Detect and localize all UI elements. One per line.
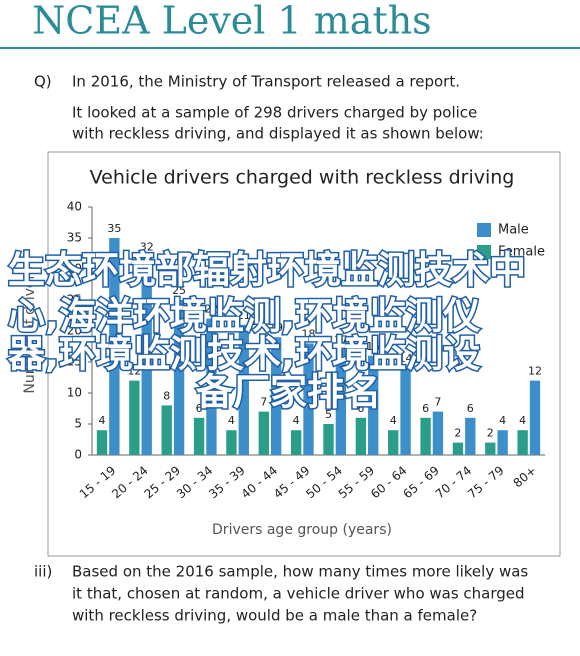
value-label: 14 bbox=[399, 352, 413, 365]
value-label: 17 bbox=[334, 334, 348, 347]
bar bbox=[141, 256, 152, 455]
value-label: 16 bbox=[366, 340, 380, 353]
question-line: with reckless driving, and displayed it … bbox=[72, 125, 484, 143]
bar bbox=[193, 417, 205, 455]
overlay-line: 生态环境部辐射环境监测技术中 bbox=[8, 249, 526, 292]
value-label: 32 bbox=[140, 241, 154, 254]
y-tick-label: 35 bbox=[67, 231, 82, 245]
question-label: Q) bbox=[34, 73, 52, 91]
value-label: 8 bbox=[163, 389, 170, 402]
value-label: 4 bbox=[499, 414, 506, 427]
question-line: with reckless driving, would be a male t… bbox=[72, 607, 477, 625]
question-label: iii) bbox=[34, 563, 52, 581]
y-tick-label: 0 bbox=[74, 448, 82, 462]
overlay: 生态环境部辐射环境监测技术中 心,海洋环境监测,环境监测仪 器,环境监测技术,环… bbox=[7, 247, 528, 415]
bar bbox=[238, 324, 249, 455]
y-tick-label: 10 bbox=[67, 386, 82, 400]
bar bbox=[129, 380, 140, 455]
bar bbox=[529, 380, 541, 455]
value-label: 22 bbox=[204, 303, 218, 316]
value-label: 18 bbox=[301, 327, 315, 340]
value-label: 6 bbox=[422, 402, 429, 415]
value-label: 7 bbox=[434, 396, 441, 409]
overlay-line: 备厂家排名 bbox=[196, 371, 381, 414]
question-line: it that, chosen at random, a vehicle dri… bbox=[72, 585, 525, 603]
chart-title: Vehicle drivers charged with reckless dr… bbox=[90, 167, 515, 189]
value-label: 4 bbox=[390, 414, 397, 427]
value-label: 12 bbox=[528, 365, 542, 378]
y-axis-label: Number of drivers bbox=[22, 266, 38, 393]
bar bbox=[355, 417, 367, 455]
bar bbox=[290, 430, 302, 455]
x-tick-label: 75 - 79 bbox=[465, 463, 507, 501]
value-label: 4 bbox=[293, 414, 300, 427]
overlay-line: 心,海洋环境监测,环境监测仪 bbox=[8, 295, 480, 338]
bar bbox=[517, 430, 528, 455]
legend-label: Female bbox=[498, 245, 545, 260]
value-label: 7 bbox=[260, 396, 267, 409]
value-label: 4 bbox=[228, 414, 235, 427]
value-label: 2 bbox=[454, 427, 461, 440]
legend-swatch bbox=[477, 245, 491, 259]
bar bbox=[335, 349, 347, 455]
bar bbox=[109, 238, 120, 455]
bar bbox=[96, 430, 108, 455]
question-line: Based on the 2016 sample, how many times… bbox=[72, 563, 528, 581]
value-label: 2 bbox=[487, 427, 494, 440]
bar bbox=[497, 430, 508, 455]
bar bbox=[206, 318, 217, 455]
bar bbox=[323, 424, 334, 455]
question-line: It looked at a sample of 298 drivers cha… bbox=[72, 104, 477, 122]
y-tick-label: 40 bbox=[67, 200, 82, 214]
bar bbox=[270, 337, 282, 455]
bar bbox=[465, 417, 476, 455]
bar bbox=[258, 411, 269, 455]
value-label: 19 bbox=[269, 321, 283, 334]
bar bbox=[226, 430, 237, 455]
chart-frame bbox=[47, 151, 561, 557]
value-label: 6 bbox=[357, 402, 364, 415]
header-title: NCEA Level 1 maths bbox=[32, 0, 432, 43]
value-label: 5 bbox=[325, 408, 332, 421]
legend-swatch bbox=[477, 223, 491, 237]
bar bbox=[368, 355, 379, 455]
value-label: 4 bbox=[99, 414, 106, 427]
bar bbox=[400, 368, 411, 455]
bar bbox=[161, 405, 172, 455]
value-label: 25 bbox=[172, 284, 186, 297]
y-tick-label: 15 bbox=[67, 355, 82, 369]
y-tick-label: 20 bbox=[67, 324, 82, 338]
question-line: In 2016, the Ministry of Transport relea… bbox=[72, 73, 460, 91]
bar bbox=[420, 417, 431, 455]
value-label: 35 bbox=[107, 222, 121, 235]
bar bbox=[303, 343, 314, 455]
value-label: 4 bbox=[519, 414, 526, 427]
x-axis-label: Drivers age group (years) bbox=[212, 522, 392, 538]
overlay-line: 器,环境监测技术,环境监测设 bbox=[8, 333, 480, 376]
legend-label: Male bbox=[498, 223, 529, 238]
value-label: 12 bbox=[127, 365, 141, 378]
value-label: 21 bbox=[237, 309, 251, 322]
bar bbox=[485, 442, 496, 455]
y-tick-label: 30 bbox=[67, 262, 82, 276]
x-tick-label: 80+ bbox=[511, 463, 539, 490]
bar bbox=[388, 430, 399, 455]
bar bbox=[173, 300, 185, 455]
y-tick-label: 5 bbox=[74, 417, 82, 431]
y-tick-label: 25 bbox=[67, 293, 82, 307]
bar bbox=[452, 442, 464, 455]
bar bbox=[432, 411, 444, 455]
value-label: 6 bbox=[467, 402, 474, 415]
value-label: 6 bbox=[196, 402, 203, 415]
